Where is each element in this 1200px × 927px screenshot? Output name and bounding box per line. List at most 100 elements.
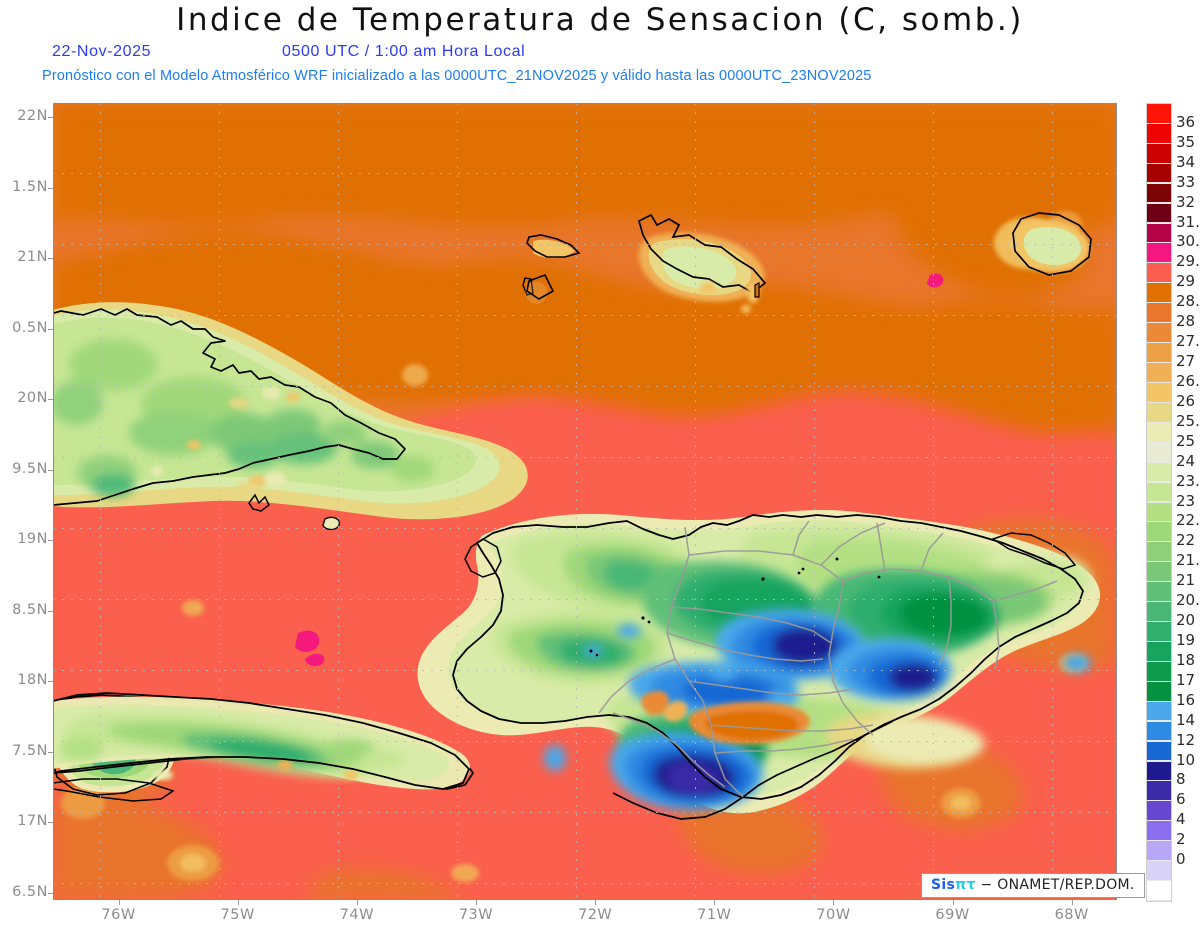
colorbar-label-36: 2	[1176, 830, 1186, 849]
colorbar-swatch-13	[1147, 363, 1171, 382]
colorbar-swatch-1	[1147, 123, 1171, 143]
forecast-date: 22-Nov-2025	[52, 43, 152, 60]
lon-label-6: 70W	[816, 907, 851, 923]
lon-label-8: 68W	[1054, 907, 1089, 923]
lat-tick-1	[48, 187, 53, 189]
colorbar[interactable]	[1146, 103, 1172, 902]
colorbar-swatch-11	[1147, 323, 1171, 342]
colorbar-swatch-6	[1147, 223, 1171, 243]
colorbar-swatch-4	[1147, 183, 1171, 203]
lat-label-6: 19N	[17, 531, 48, 548]
colorbar-label-3: 33	[1176, 172, 1196, 191]
logo-sis-text: Sis	[931, 877, 956, 893]
forecast-model-note: Pronóstico con el Modelo Atmosférico WRF…	[42, 68, 872, 84]
map-canvas	[53, 103, 1117, 900]
lon-label-4: 72W	[577, 907, 613, 923]
lon-label-5: 71W	[697, 907, 732, 923]
lon-tick-7	[952, 900, 954, 905]
lat-tick-2	[48, 258, 53, 260]
colorbar-label-11: 27.5	[1176, 332, 1200, 351]
lat-tick-7	[48, 610, 53, 612]
logo-pi-text: πτ	[955, 877, 976, 893]
colorbar-label-21: 22	[1176, 531, 1196, 550]
colorbar-label-5: 31.5	[1176, 212, 1200, 231]
colorbar-swatch-35	[1147, 801, 1171, 821]
colorbar-label-4: 32	[1176, 192, 1196, 211]
colorbar-label-17: 24	[1176, 451, 1196, 470]
lat-label-11: 6.5N	[12, 883, 48, 900]
colorbar-swatch-16	[1147, 422, 1171, 442]
lat-tick-6	[48, 540, 53, 542]
colorbar-swatch-17	[1147, 442, 1171, 462]
colorbar-label-10: 28	[1176, 312, 1196, 331]
colorbar-swatch-0	[1147, 104, 1171, 123]
colorbar-label-14: 26	[1176, 391, 1196, 410]
colorbar-swatch-2	[1147, 143, 1171, 163]
colorbar-label-1: 35	[1176, 132, 1196, 151]
colorbar-label-2: 34	[1176, 152, 1196, 171]
colorbar-swatch-12	[1147, 343, 1171, 362]
colorbar-swatch-25	[1147, 602, 1171, 621]
colorbar-swatch-18	[1147, 462, 1171, 482]
colorbar-label-24: 20.5	[1176, 591, 1200, 610]
lat-tick-10	[48, 822, 53, 824]
colorbar-label-32: 10	[1176, 750, 1196, 769]
lat-label-2: 21N	[17, 249, 48, 266]
lon-tick-0	[118, 900, 120, 905]
colorbar-swatch-27	[1147, 641, 1171, 661]
colorbar-swatch-26	[1147, 622, 1171, 641]
lat-label-0: 22N	[17, 108, 48, 125]
lat-label-4: 20N	[17, 390, 48, 407]
colorbar-swatch-37	[1147, 841, 1171, 860]
colorbar-label-25: 20	[1176, 611, 1196, 630]
colorbar-label-34: 6	[1176, 790, 1186, 809]
colorbar-swatch-33	[1147, 761, 1171, 781]
lat-label-5: 9.5N	[12, 460, 48, 477]
weather-map[interactable]	[53, 103, 1117, 900]
lon-label-3: 73W	[458, 907, 494, 923]
colorbar-swatch-31	[1147, 721, 1171, 741]
lat-tick-5	[48, 469, 53, 471]
colorbar-label-23: 21	[1176, 571, 1196, 590]
colorbar-swatch-3	[1147, 163, 1171, 183]
lat-label-8: 18N	[17, 672, 48, 689]
colorbar-swatch-24	[1147, 582, 1171, 601]
lon-label-7: 69W	[935, 907, 970, 923]
colorbar-swatch-21	[1147, 522, 1171, 542]
colorbar-swatch-10	[1147, 303, 1171, 322]
colorbar-label-16: 25	[1176, 431, 1196, 450]
forecast-time: 0500 UTC / 1:00 am Hora Local	[282, 43, 526, 60]
lon-tick-3	[475, 900, 477, 905]
colorbar-swatch-20	[1147, 502, 1171, 522]
colorbar-label-29: 16	[1176, 690, 1196, 709]
lat-tick-8	[48, 681, 53, 683]
colorbar-swatch-14	[1147, 382, 1171, 402]
colorbar-label-26: 19	[1176, 630, 1196, 649]
colorbar-label-8: 29	[1176, 272, 1196, 291]
colorbar-swatch-36	[1147, 821, 1171, 841]
colorbar-label-37: 0	[1176, 850, 1186, 869]
colorbar-swatch-38	[1147, 861, 1171, 880]
lat-tick-9	[48, 751, 53, 753]
colorbar-label-33: 8	[1176, 770, 1186, 789]
colorbar-swatch-19	[1147, 482, 1171, 502]
colorbar-swatch-23	[1147, 562, 1171, 581]
page-title: Indice de Temperatura de Sensacion (C, s…	[176, 2, 1024, 38]
lat-tick-3	[48, 328, 53, 330]
colorbar-label-7: 29.7	[1176, 252, 1200, 271]
lat-label-1: 1.5N	[12, 178, 48, 195]
colorbar-label-22: 21.5	[1176, 551, 1200, 570]
colorbar-label-12: 27	[1176, 352, 1196, 371]
lat-label-7: 8.5N	[12, 601, 48, 618]
colorbar-label-15: 25.5	[1176, 411, 1200, 430]
colorbar-swatch-8	[1147, 263, 1171, 283]
lon-label-1: 75W	[220, 907, 255, 923]
lon-tick-4	[595, 900, 597, 905]
colorbar-label-35: 4	[1176, 810, 1186, 829]
lon-label-0: 76W	[101, 907, 136, 923]
lat-label-3: 0.5N	[12, 319, 48, 336]
colorbar-swatch-30	[1147, 701, 1171, 721]
colorbar-label-13: 26.5	[1176, 371, 1200, 390]
colorbar-label-31: 12	[1176, 730, 1196, 749]
colorbar-swatch-9	[1147, 283, 1171, 303]
